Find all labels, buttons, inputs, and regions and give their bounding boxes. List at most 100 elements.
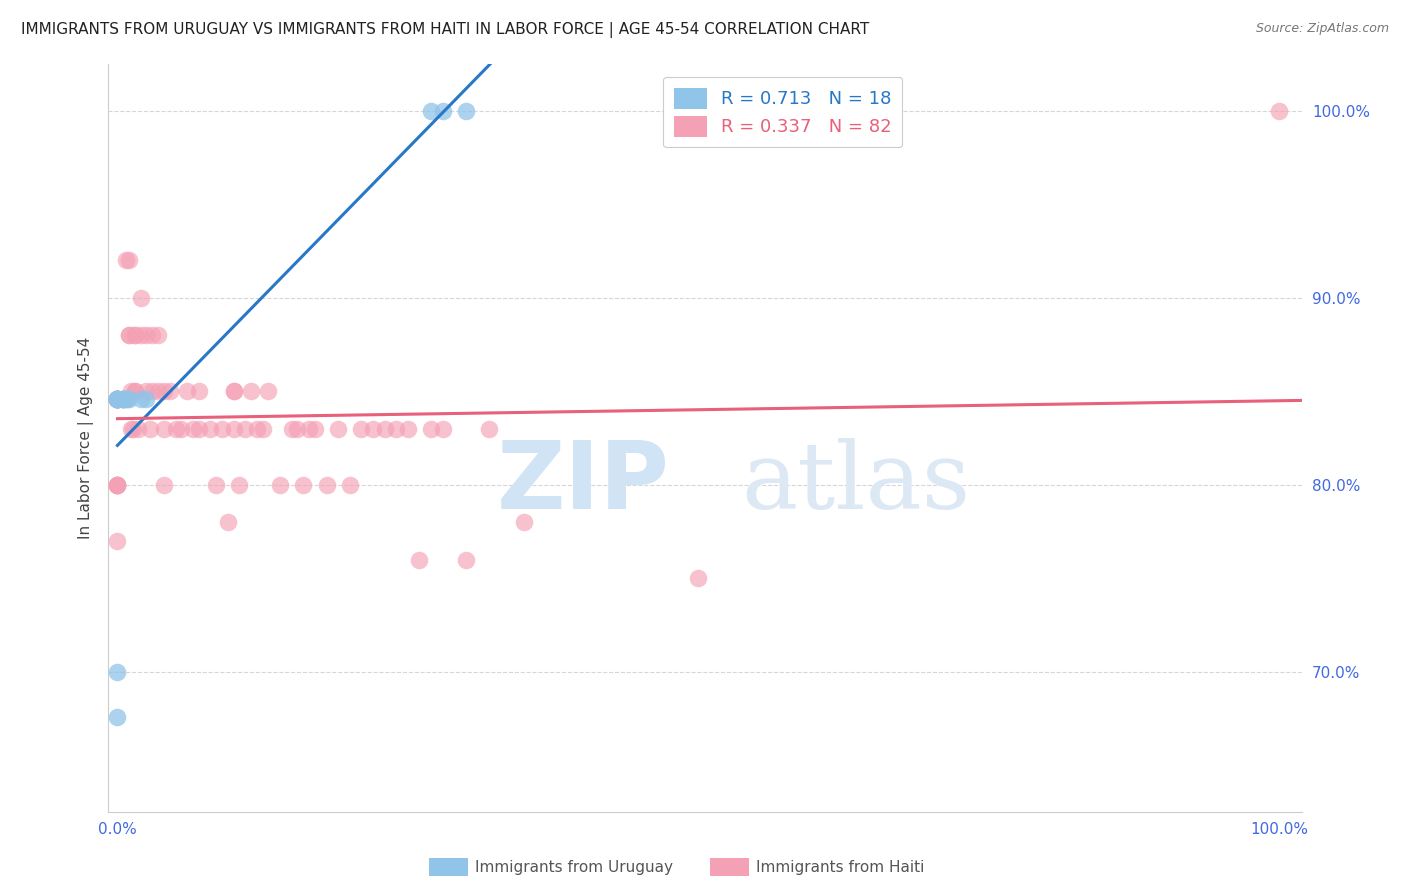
Point: [222, 422, 245, 436]
Point: [107, 392, 129, 406]
Point: [205, 478, 228, 492]
Point: [124, 384, 146, 399]
Point: [107, 392, 129, 406]
Point: [135, 328, 157, 343]
Point: [181, 422, 204, 436]
Point: [1268, 103, 1291, 118]
Point: [114, 392, 136, 406]
Point: [280, 422, 302, 436]
Point: [408, 552, 430, 566]
Point: [121, 422, 143, 436]
Point: [187, 422, 209, 436]
Point: [292, 478, 315, 492]
Point: [246, 422, 269, 436]
Point: [233, 422, 256, 436]
Text: IMMIGRANTS FROM URUGUAY VS IMMIGRANTS FROM HAITI IN LABOR FORCE | AGE 45-54 CORR: IMMIGRANTS FROM URUGUAY VS IMMIGRANTS FR…: [21, 22, 869, 38]
Point: [112, 392, 135, 406]
Point: [304, 422, 326, 436]
Point: [107, 392, 129, 406]
Point: [222, 384, 245, 399]
Point: [107, 392, 129, 406]
Text: Source: ZipAtlas.com: Source: ZipAtlas.com: [1256, 22, 1389, 36]
Point: [187, 384, 209, 399]
Point: [120, 422, 142, 436]
Point: [217, 515, 239, 529]
Point: [107, 392, 129, 406]
Point: [385, 422, 408, 436]
Point: [287, 422, 309, 436]
Text: ZIP: ZIP: [496, 437, 669, 529]
Point: [211, 422, 233, 436]
Point: [107, 392, 129, 406]
Point: [146, 328, 169, 343]
Point: [432, 422, 454, 436]
Point: [107, 478, 129, 492]
Text: atlas: atlas: [741, 438, 970, 528]
Point: [124, 328, 146, 343]
Point: [513, 515, 536, 529]
Text: Immigrants from Uruguay: Immigrants from Uruguay: [475, 861, 673, 875]
Point: [112, 392, 135, 406]
Point: [118, 253, 141, 268]
Point: [454, 103, 477, 118]
Point: [688, 571, 710, 585]
Point: [107, 533, 129, 548]
Point: [339, 478, 361, 492]
Point: [107, 710, 129, 724]
Point: [129, 328, 152, 343]
Point: [107, 478, 129, 492]
Point: [361, 422, 384, 436]
Point: [139, 422, 162, 436]
Point: [107, 392, 129, 406]
Point: [129, 291, 152, 305]
Legend: R = 0.713   N = 18, R = 0.337   N = 82: R = 0.713 N = 18, R = 0.337 N = 82: [664, 77, 903, 147]
Point: [200, 422, 222, 436]
Point: [298, 422, 321, 436]
Point: [165, 422, 187, 436]
Y-axis label: In Labor Force | Age 45-54: In Labor Force | Age 45-54: [79, 337, 94, 540]
Point: [228, 478, 250, 492]
Point: [159, 384, 181, 399]
Point: [153, 384, 176, 399]
Point: [129, 392, 152, 406]
Point: [107, 478, 129, 492]
Point: [124, 384, 146, 399]
Point: [222, 384, 245, 399]
Point: [107, 392, 129, 406]
Point: [107, 392, 129, 406]
Point: [420, 422, 443, 436]
Point: [107, 392, 129, 406]
Point: [141, 328, 163, 343]
Point: [420, 103, 443, 118]
Point: [118, 328, 141, 343]
Point: [118, 328, 141, 343]
Point: [146, 384, 169, 399]
Point: [107, 392, 129, 406]
Point: [454, 552, 477, 566]
Point: [107, 478, 129, 492]
Point: [112, 392, 135, 406]
Point: [107, 392, 129, 406]
Point: [326, 422, 349, 436]
Point: [350, 422, 373, 436]
Point: [478, 422, 501, 436]
Point: [240, 384, 263, 399]
Point: [120, 384, 142, 399]
Text: Immigrants from Haiti: Immigrants from Haiti: [756, 861, 925, 875]
Point: [432, 103, 454, 118]
Point: [374, 422, 396, 436]
Point: [141, 384, 163, 399]
Point: [114, 253, 136, 268]
Point: [170, 422, 193, 436]
Point: [112, 392, 135, 406]
Point: [135, 392, 157, 406]
Point: [127, 422, 149, 436]
Point: [107, 392, 129, 406]
Point: [118, 392, 141, 406]
Point: [153, 478, 176, 492]
Point: [124, 328, 146, 343]
Point: [252, 422, 274, 436]
Point: [107, 665, 129, 679]
Point: [269, 478, 291, 492]
Point: [315, 478, 337, 492]
